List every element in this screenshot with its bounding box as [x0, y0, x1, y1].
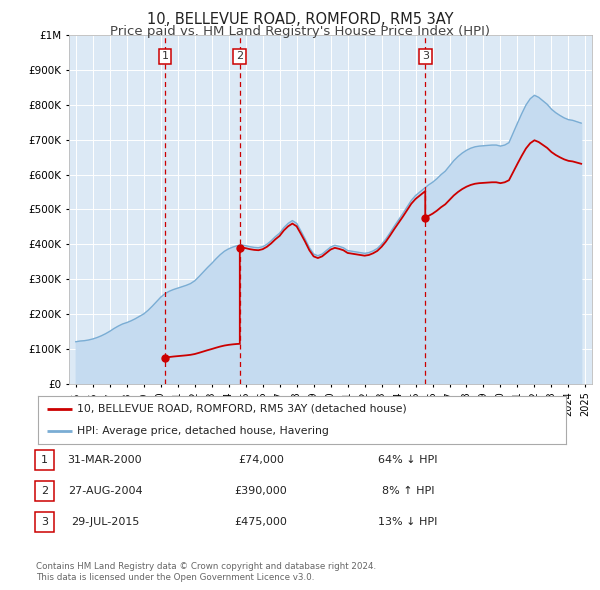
Text: 29-JUL-2015: 29-JUL-2015	[71, 517, 139, 526]
Text: 2: 2	[236, 51, 244, 61]
Text: 1: 1	[41, 455, 48, 465]
Text: 13% ↓ HPI: 13% ↓ HPI	[379, 517, 437, 526]
Text: £475,000: £475,000	[235, 517, 287, 526]
Text: Contains HM Land Registry data © Crown copyright and database right 2024.
This d: Contains HM Land Registry data © Crown c…	[36, 562, 376, 582]
Text: 27-AUG-2004: 27-AUG-2004	[68, 486, 142, 496]
Text: 3: 3	[41, 517, 48, 526]
Text: £390,000: £390,000	[235, 486, 287, 496]
Text: 10, BELLEVUE ROAD, ROMFORD, RM5 3AY: 10, BELLEVUE ROAD, ROMFORD, RM5 3AY	[147, 12, 453, 27]
Text: 8% ↑ HPI: 8% ↑ HPI	[382, 486, 434, 496]
Text: 1: 1	[161, 51, 169, 61]
Text: 64% ↓ HPI: 64% ↓ HPI	[378, 455, 438, 465]
Text: 31-MAR-2000: 31-MAR-2000	[68, 455, 142, 465]
Text: Price paid vs. HM Land Registry's House Price Index (HPI): Price paid vs. HM Land Registry's House …	[110, 25, 490, 38]
Text: 2: 2	[41, 486, 48, 496]
Text: 3: 3	[422, 51, 429, 61]
Text: HPI: Average price, detached house, Havering: HPI: Average price, detached house, Have…	[77, 426, 329, 436]
Text: 10, BELLEVUE ROAD, ROMFORD, RM5 3AY (detached house): 10, BELLEVUE ROAD, ROMFORD, RM5 3AY (det…	[77, 404, 407, 414]
Text: £74,000: £74,000	[238, 455, 284, 465]
